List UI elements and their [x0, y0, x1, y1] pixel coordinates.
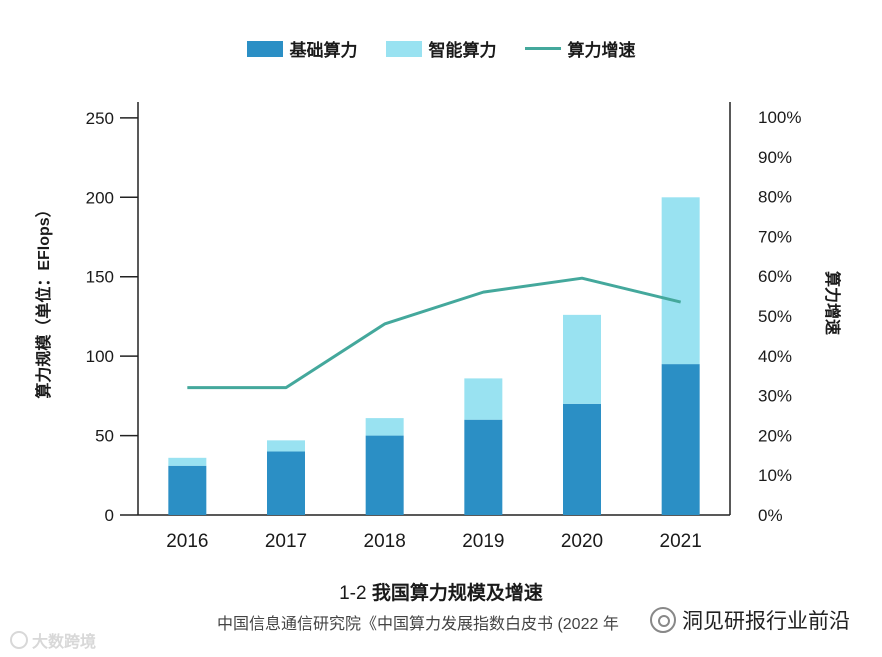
watermark-right: 洞见研报行业前沿: [646, 603, 854, 637]
bar-intelligent: [563, 314, 601, 404]
chart-caption: 1-2 我国算力规模及增速: [0, 578, 882, 605]
bar-intelligent: [267, 440, 305, 452]
y-tick-label-left: 0: [105, 506, 114, 525]
legend-label-intelligent: 智能算力: [428, 41, 497, 60]
growth-line: [187, 276, 682, 390]
x-tick-label: 2018: [364, 531, 406, 552]
bar-intelligent: [464, 378, 503, 420]
y-tick-label-right: 100%: [758, 108, 801, 127]
legend-swatch-basic: [246, 40, 283, 57]
bar-intelligent: [365, 418, 404, 436]
y-tick-label-left: 150: [86, 268, 114, 287]
bar-basic: [168, 465, 207, 515]
y-tick-label-left: 200: [86, 188, 114, 207]
y-tick-label-right: 30%: [758, 387, 792, 406]
y-axis-left-label: 算力规模（单位：EFlops）: [36, 201, 53, 399]
x-tick-label: 2016: [166, 531, 208, 552]
legend-item-basic: 基础算力: [246, 36, 358, 61]
x-tick-label: 2019: [462, 531, 504, 552]
legend-label-growth: 算力增速: [567, 41, 636, 60]
y-tick-label-right: 40%: [758, 347, 792, 366]
watermark-left: 大数跨境: [10, 628, 96, 652]
bar-basic: [267, 451, 305, 515]
bar-intelligent: [168, 457, 207, 466]
legend-label-basic: 基础算力: [289, 41, 358, 60]
y-tick-label-right: 60%: [758, 267, 792, 286]
caption-title: 我国算力规模及增速: [371, 583, 543, 604]
y-tick-label-left: 50: [95, 427, 114, 446]
y-tick-label-right: 10%: [758, 466, 792, 485]
watermark-right-text: 洞见研报行业前沿: [682, 610, 850, 633]
legend-item-growth: 算力增速: [524, 36, 636, 61]
y-tick-label-right: 80%: [758, 188, 792, 207]
y-tick-label-left: 100: [86, 347, 114, 366]
source-note: 中国信息通信研究院《中国算力发展指数白皮书 (2022 年: [217, 616, 619, 633]
legend: 基础算力 智能算力 算力增速: [0, 36, 882, 61]
legend-swatch-growth: [524, 47, 561, 50]
x-tick-label: 2017: [265, 531, 307, 552]
bar-basic: [365, 435, 404, 515]
bar-basic: [661, 364, 700, 515]
bar-intelligent: [661, 197, 700, 365]
y-tick-label-right: 90%: [758, 148, 792, 167]
y-tick-label-right: 50%: [758, 307, 792, 326]
watermark-logo-icon: [10, 631, 28, 649]
watermark-left-text: 大数跨境: [32, 634, 97, 651]
y-tick-label-right: 0%: [758, 506, 783, 525]
y-tick-label-right: 70%: [758, 227, 792, 246]
legend-item-intelligent: 智能算力: [385, 36, 497, 61]
y-tick-label-left: 250: [86, 109, 114, 128]
y-axis-right-label: 算力增速: [823, 270, 840, 336]
x-tick-label: 2020: [561, 531, 603, 552]
bar-basic: [464, 419, 503, 515]
bar-basic: [563, 403, 601, 515]
legend-swatch-intelligent: [385, 40, 422, 57]
caption-number: 1-2: [339, 583, 367, 604]
wechat-icon: [650, 607, 676, 633]
y-tick-label-right: 20%: [758, 426, 792, 445]
x-tick-label: 2021: [660, 531, 702, 552]
